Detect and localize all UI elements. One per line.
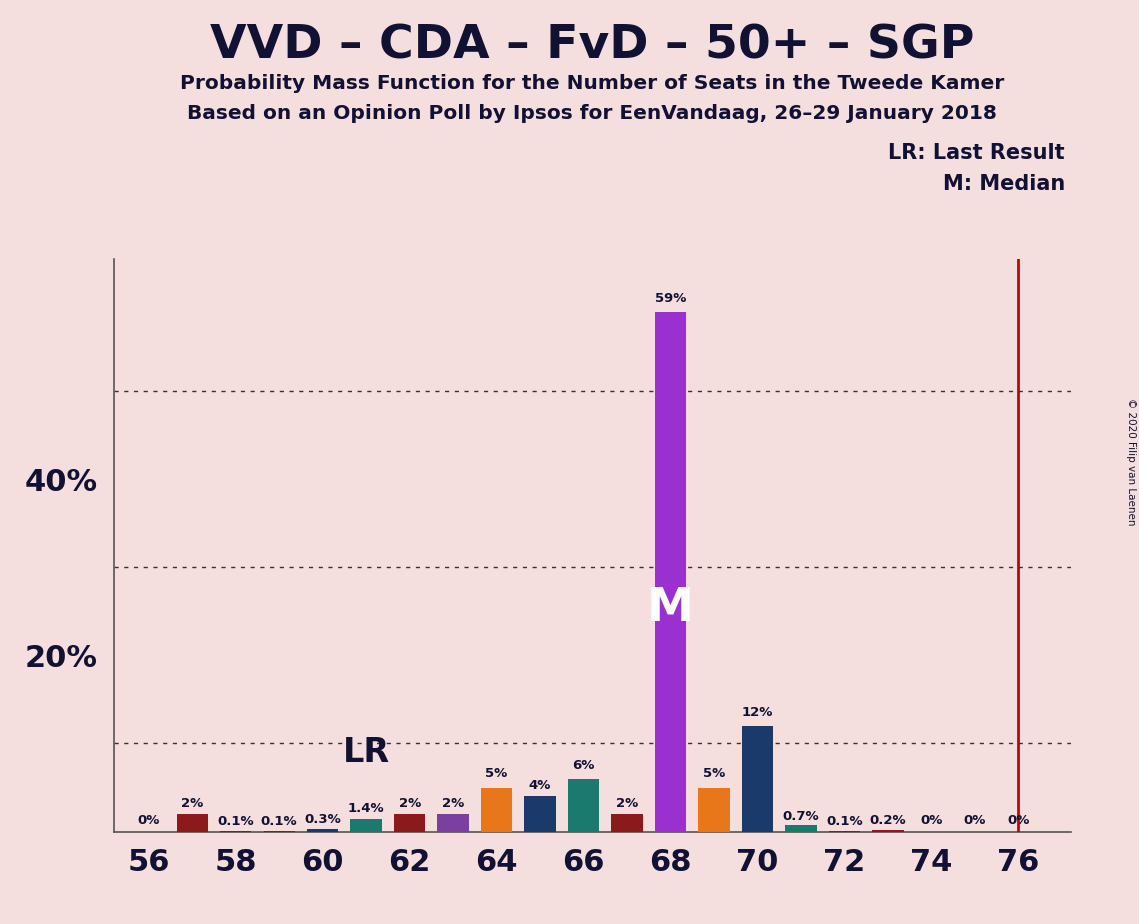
- Bar: [872, 830, 903, 832]
- Text: 2%: 2%: [616, 796, 638, 809]
- Text: 0.7%: 0.7%: [782, 809, 819, 822]
- Text: 0%: 0%: [138, 814, 159, 827]
- Text: 1.4%: 1.4%: [347, 802, 385, 815]
- Text: 0.1%: 0.1%: [218, 815, 254, 828]
- Text: 59%: 59%: [655, 292, 687, 305]
- Bar: [351, 820, 382, 832]
- Text: Probability Mass Function for the Number of Seats in the Tweede Kamer: Probability Mass Function for the Number…: [180, 74, 1005, 93]
- Text: 0.2%: 0.2%: [870, 814, 907, 827]
- Bar: [177, 814, 207, 832]
- Text: 0%: 0%: [920, 814, 943, 827]
- Bar: [786, 825, 817, 832]
- Text: LR: Last Result: LR: Last Result: [888, 143, 1065, 164]
- Text: 0.1%: 0.1%: [261, 815, 297, 828]
- Bar: [612, 814, 642, 832]
- Text: 5%: 5%: [485, 768, 508, 781]
- Bar: [741, 726, 773, 832]
- Text: 4%: 4%: [528, 779, 551, 792]
- Text: 0%: 0%: [964, 814, 986, 827]
- Text: 6%: 6%: [573, 759, 595, 772]
- Text: VVD – CDA – FvD – 50+ – SGP: VVD – CDA – FvD – 50+ – SGP: [210, 23, 975, 68]
- Bar: [655, 311, 686, 832]
- Text: 0.1%: 0.1%: [826, 815, 863, 828]
- Bar: [568, 779, 599, 832]
- Bar: [524, 796, 556, 832]
- Text: 0.3%: 0.3%: [304, 813, 341, 826]
- Text: 2%: 2%: [181, 796, 203, 809]
- Text: 0%: 0%: [1007, 814, 1030, 827]
- Text: Based on an Opinion Poll by Ipsos for EenVandaag, 26–29 January 2018: Based on an Opinion Poll by Ipsos for Ee…: [187, 104, 998, 124]
- Text: LR: LR: [343, 736, 390, 769]
- Bar: [308, 829, 338, 832]
- Bar: [394, 814, 425, 832]
- Text: 5%: 5%: [703, 768, 726, 781]
- Text: M: M: [647, 586, 694, 630]
- Text: 2%: 2%: [442, 796, 465, 809]
- Bar: [437, 814, 469, 832]
- Text: M: Median: M: Median: [943, 174, 1065, 194]
- Text: 12%: 12%: [741, 706, 773, 719]
- Text: © 2020 Filip van Laenen: © 2020 Filip van Laenen: [1126, 398, 1136, 526]
- Bar: [698, 787, 730, 832]
- Text: 2%: 2%: [399, 796, 420, 809]
- Bar: [481, 787, 513, 832]
